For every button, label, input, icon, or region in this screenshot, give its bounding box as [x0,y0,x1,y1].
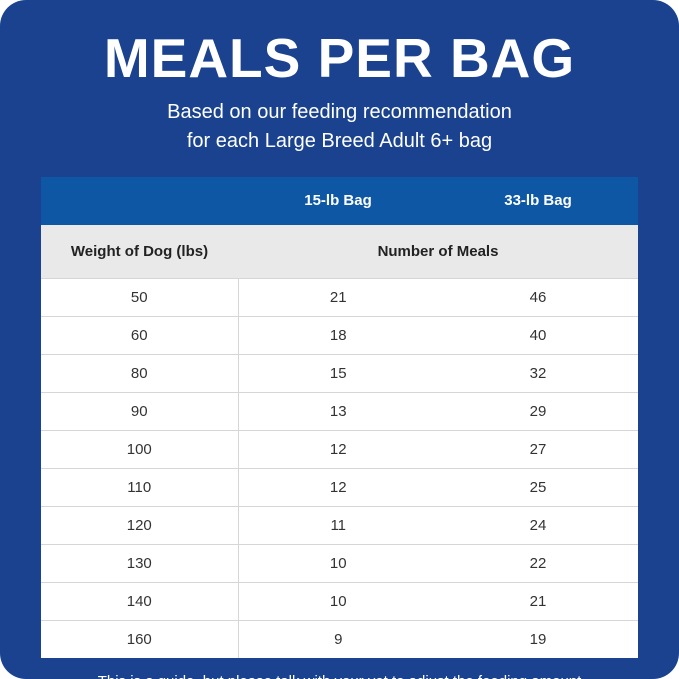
weight-cell: 140 [41,581,239,621]
table-row: 130 10 22 [41,543,638,583]
weight-cell: 100 [41,429,239,469]
meals-15lb-cell: 15 [238,353,438,393]
subtitle-line-2: for each Large Breed Adult 6+ bag [186,129,493,152]
bag-header-row: 15-lb Bag 33-lb Bag [41,176,638,225]
weight-cell: 130 [41,543,239,583]
meals-15lb-cell: 11 [238,505,438,545]
meals-33lb-cell: 21 [437,581,638,621]
weight-cell: 120 [41,505,239,545]
meals-33lb-cell: 22 [437,543,638,583]
bag-header-empty-cell [41,176,238,225]
weight-cell: 110 [41,467,239,507]
meals-33lb-cell: 29 [437,391,638,431]
meals-15lb-cell: 10 [238,581,438,621]
table-row: 80 15 32 [41,353,638,393]
column-label-row: Weight of Dog (lbs) Number of Meals [41,224,638,279]
weight-cell: 50 [41,277,239,317]
meals-15lb-cell: 13 [238,391,438,431]
subtitle: Based on our feeding recommendation for … [0,98,679,156]
table-row: 140 10 21 [41,581,638,621]
meals-column-header: Number of Meals [238,224,638,279]
meals-33lb-cell: 46 [437,277,638,317]
table-row: 60 18 40 [41,315,638,355]
meals-33lb-cell: 24 [437,505,638,545]
weight-cell: 80 [41,353,239,393]
disclaimer-line-1: This is a guide, but please talk with yo… [98,673,582,679]
meals-33lb-cell: 25 [437,467,638,507]
meals-15lb-cell: 10 [238,543,438,583]
meals-15lb-cell: 9 [238,619,438,658]
meals-15lb-cell: 18 [238,315,438,355]
bag-header-33lb: 33-lb Bag [437,176,638,225]
weight-cell: 60 [41,315,239,355]
meals-15lb-cell: 12 [238,429,438,469]
table-row: 110 12 25 [41,467,638,507]
weight-cell: 90 [41,391,239,431]
disclaimer: This is a guide, but please talk with yo… [0,671,679,679]
table-row: 50 21 46 [41,277,638,317]
meals-15lb-cell: 12 [238,467,438,507]
meals-33lb-cell: 19 [437,619,638,658]
meals-33lb-cell: 40 [437,315,638,355]
meals-table: 15-lb Bag 33-lb Bag Weight of Dog (lbs) … [41,176,638,658]
bag-header-15lb: 15-lb Bag [238,176,438,225]
page-title: MEALS PER BAG [103,27,576,89]
table-row: 100 12 27 [41,429,638,469]
weight-cell: 160 [41,619,239,658]
meals-15lb-cell: 21 [238,277,438,317]
table-row: 160 9 19 [41,619,638,658]
weight-column-header: Weight of Dog (lbs) [41,224,238,279]
table-row: 90 13 29 [41,391,638,431]
meals-33lb-cell: 27 [437,429,638,469]
meals-33lb-cell: 32 [437,353,638,393]
subtitle-line-1: Based on our feeding recommendation [167,100,512,123]
table-row: 120 11 24 [41,505,638,545]
